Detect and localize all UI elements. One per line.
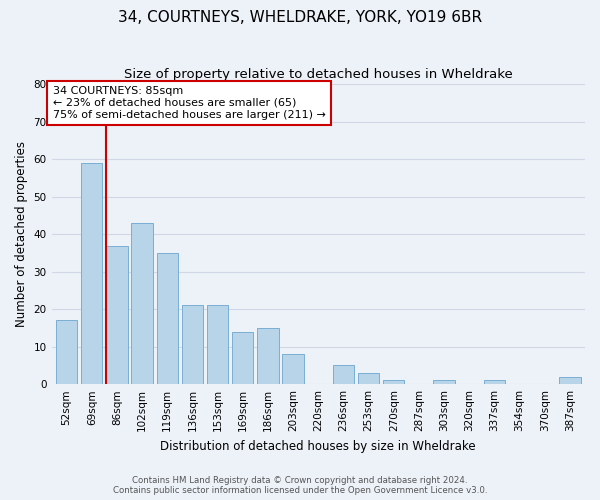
Bar (383, 380, 404, 384)
Bar (358, 373, 379, 384)
Bar (131, 223, 153, 384)
Bar (333, 366, 354, 384)
Bar (257, 328, 278, 384)
Bar (484, 380, 505, 384)
Bar (56, 320, 77, 384)
Bar (283, 354, 304, 384)
Text: 34 COURTNEYS: 85sqm
← 23% of detached houses are smaller (65)
75% of semi-detach: 34 COURTNEYS: 85sqm ← 23% of detached ho… (53, 86, 326, 120)
Bar (81, 163, 103, 384)
Bar (157, 253, 178, 384)
Text: 34, COURTNEYS, WHELDRAKE, YORK, YO19 6BR: 34, COURTNEYS, WHELDRAKE, YORK, YO19 6BR (118, 10, 482, 25)
Bar (106, 246, 128, 384)
X-axis label: Distribution of detached houses by size in Wheldrake: Distribution of detached houses by size … (160, 440, 476, 452)
Bar (232, 332, 253, 384)
Text: Contains HM Land Registry data © Crown copyright and database right 2024.
Contai: Contains HM Land Registry data © Crown c… (113, 476, 487, 495)
Title: Size of property relative to detached houses in Wheldrake: Size of property relative to detached ho… (124, 68, 512, 80)
Bar (182, 306, 203, 384)
Bar (207, 306, 229, 384)
Bar (559, 376, 581, 384)
Bar (433, 380, 455, 384)
Y-axis label: Number of detached properties: Number of detached properties (15, 142, 28, 328)
